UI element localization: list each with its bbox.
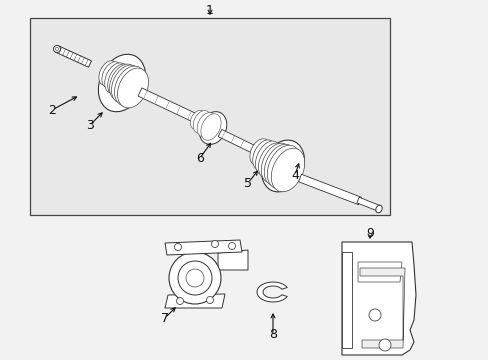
- Text: 5: 5: [244, 176, 251, 189]
- Ellipse shape: [228, 243, 235, 249]
- Ellipse shape: [117, 68, 148, 108]
- Polygon shape: [218, 129, 256, 154]
- Ellipse shape: [114, 66, 145, 106]
- Polygon shape: [357, 262, 401, 282]
- Ellipse shape: [98, 54, 145, 112]
- Ellipse shape: [211, 240, 218, 248]
- Ellipse shape: [261, 143, 290, 183]
- Ellipse shape: [201, 114, 221, 140]
- Ellipse shape: [107, 64, 132, 96]
- Ellipse shape: [193, 111, 210, 134]
- Ellipse shape: [109, 64, 136, 100]
- Ellipse shape: [104, 63, 127, 93]
- Polygon shape: [356, 197, 378, 211]
- Ellipse shape: [197, 113, 216, 138]
- Polygon shape: [359, 268, 404, 348]
- Ellipse shape: [368, 309, 380, 321]
- Ellipse shape: [176, 297, 183, 305]
- Ellipse shape: [264, 144, 295, 186]
- Polygon shape: [341, 242, 415, 355]
- Polygon shape: [257, 282, 286, 302]
- Ellipse shape: [111, 65, 140, 103]
- Text: 4: 4: [290, 168, 298, 181]
- Ellipse shape: [267, 145, 300, 189]
- Ellipse shape: [271, 148, 304, 192]
- Ellipse shape: [199, 112, 226, 144]
- Text: 6: 6: [196, 152, 203, 165]
- Ellipse shape: [174, 243, 181, 251]
- Ellipse shape: [258, 143, 285, 179]
- Polygon shape: [341, 252, 351, 348]
- Text: 8: 8: [268, 328, 276, 342]
- Ellipse shape: [102, 62, 122, 88]
- Text: 2: 2: [48, 104, 56, 117]
- Ellipse shape: [378, 339, 390, 351]
- Ellipse shape: [252, 140, 275, 170]
- Ellipse shape: [53, 45, 61, 53]
- Ellipse shape: [55, 48, 59, 50]
- Polygon shape: [56, 46, 91, 67]
- Polygon shape: [138, 88, 197, 122]
- Polygon shape: [164, 294, 224, 308]
- Text: 1: 1: [205, 4, 214, 17]
- Ellipse shape: [169, 252, 221, 304]
- Ellipse shape: [375, 205, 382, 213]
- Polygon shape: [298, 174, 361, 205]
- Ellipse shape: [249, 139, 269, 165]
- Polygon shape: [164, 240, 242, 255]
- Polygon shape: [218, 250, 247, 270]
- Text: 3: 3: [86, 118, 94, 131]
- Text: 7: 7: [161, 311, 169, 324]
- Text: 9: 9: [366, 226, 373, 239]
- Ellipse shape: [178, 261, 212, 295]
- Ellipse shape: [99, 61, 117, 85]
- Ellipse shape: [261, 140, 304, 192]
- Ellipse shape: [255, 141, 280, 175]
- Ellipse shape: [206, 297, 213, 303]
- Bar: [30, 18, 389, 215]
- Ellipse shape: [185, 269, 203, 287]
- Ellipse shape: [190, 111, 205, 130]
